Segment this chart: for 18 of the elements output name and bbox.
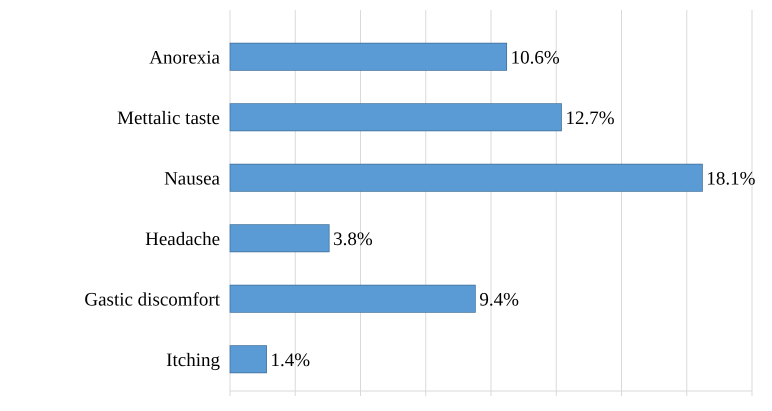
data-label: 12.7% xyxy=(565,108,615,129)
y-tick-label: Gastic discomfort xyxy=(84,289,221,310)
data-label: 1.4% xyxy=(270,350,310,371)
bar xyxy=(230,164,703,192)
y-tick-label: Itching xyxy=(166,350,220,371)
data-label: 3.8% xyxy=(333,228,373,250)
y-tick-label: Mettalic taste xyxy=(117,108,220,129)
bar xyxy=(230,42,508,71)
bar xyxy=(230,345,267,374)
y-tick-label: Headache xyxy=(145,228,220,250)
bar xyxy=(230,284,476,313)
y-tick-label: Nausea xyxy=(164,168,221,190)
y-tick-label: Anorexia xyxy=(149,47,221,68)
bar xyxy=(230,224,330,252)
data-label: 18.1% xyxy=(706,168,756,190)
data-label: 10.6% xyxy=(510,47,560,68)
bar xyxy=(230,103,562,132)
data-label: 9.4% xyxy=(479,289,520,310)
